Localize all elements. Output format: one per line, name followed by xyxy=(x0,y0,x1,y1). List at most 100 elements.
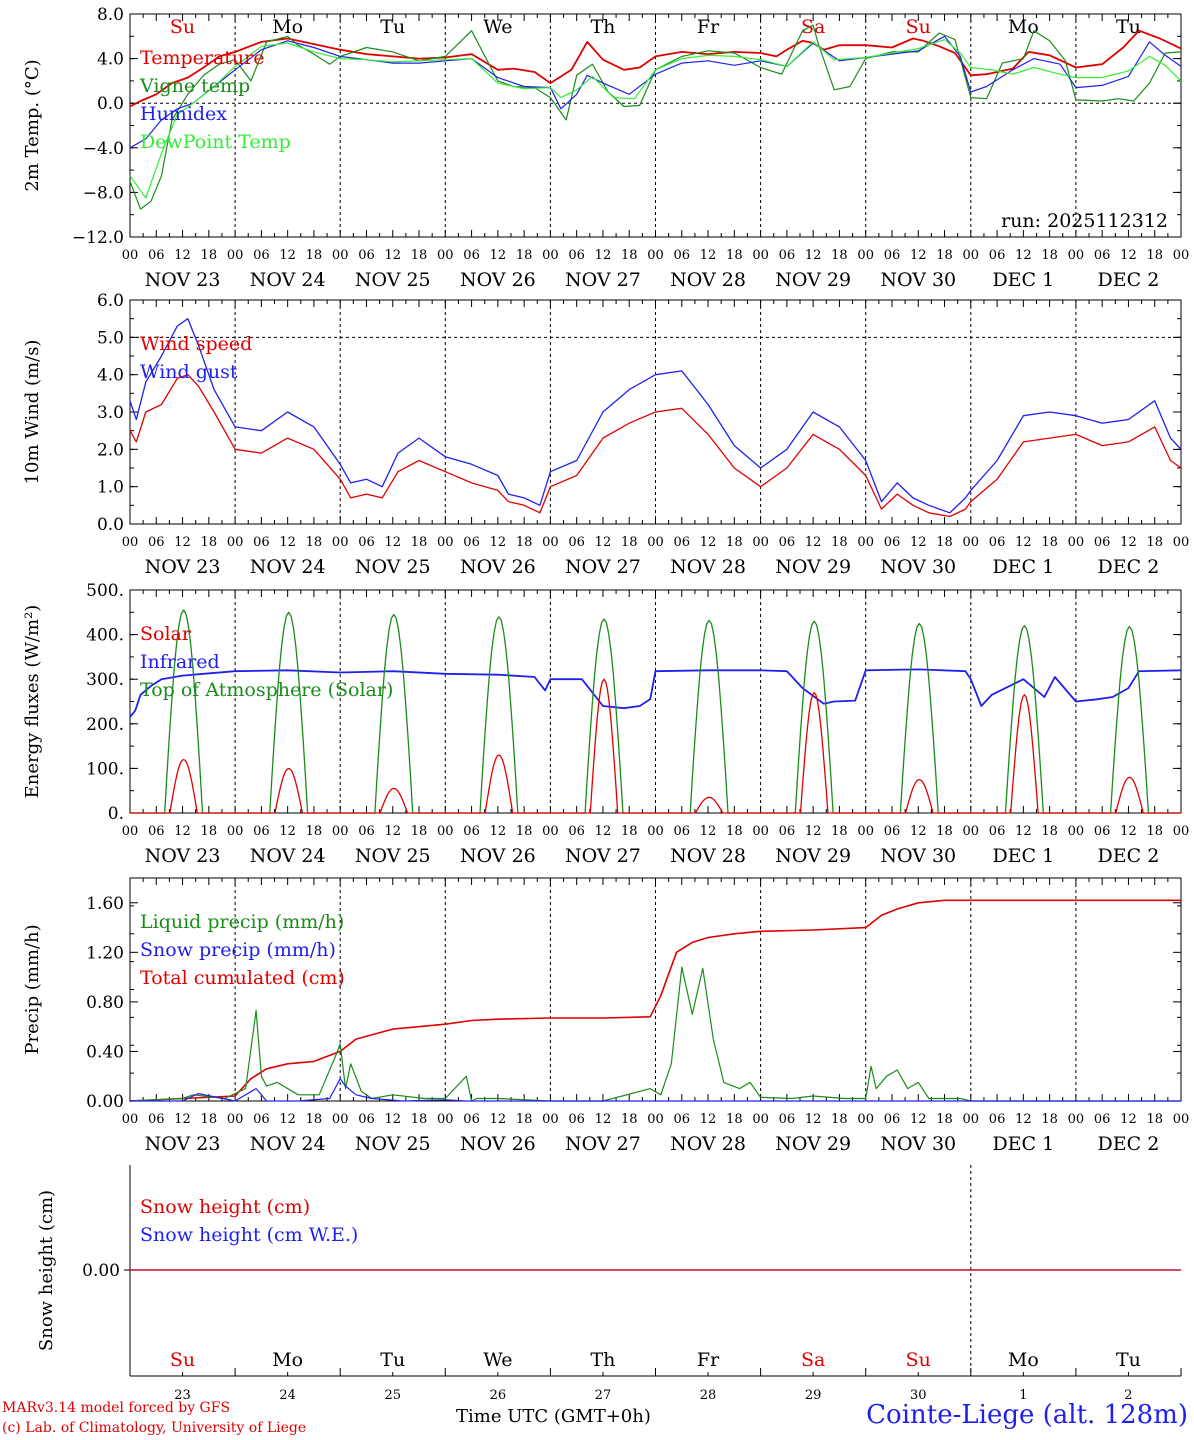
hour-tick-label: 12 xyxy=(490,824,507,839)
x-axis-labels: 00 06 12 18 NOV 23 00 06 12 18 NOV 24 00 06 12 18 NOV … xyxy=(122,535,1190,578)
bottom-tick-marks xyxy=(129,806,1182,813)
energy-panel: 500. 400. 300. 200. 100. 0. Energy fluxes (W/m… xyxy=(22,581,1189,867)
day-number-label: 28 xyxy=(700,1388,717,1403)
hour-tick-label: 12 xyxy=(1120,535,1137,550)
hour-tick-label: 12 xyxy=(384,1112,401,1127)
date-label: NOV 30 xyxy=(880,845,956,867)
hour-tick-label: 12 xyxy=(595,535,612,550)
hour-tick-label: 00 xyxy=(332,824,349,839)
weekday-label: Mo xyxy=(1008,16,1039,38)
y-tick-label: 0.00 xyxy=(82,1261,120,1281)
date-label: NOV 28 xyxy=(670,556,746,578)
legend-entry: Wind gust xyxy=(140,361,238,383)
hour-tick-label: 00 xyxy=(437,248,454,263)
day-number-label: 2 xyxy=(1124,1388,1132,1403)
date-label: NOV 28 xyxy=(670,1133,746,1155)
hour-tick-label: 18 xyxy=(1041,248,1058,263)
x-axis-labels: 00 06 12 18 NOV 23 00 06 12 18 NOV 24 00 06 12 18 NOV … xyxy=(122,824,1190,867)
hour-tick-label: 12 xyxy=(384,535,401,550)
hour-tick-label: 00 xyxy=(227,248,244,263)
bottom-tick-marks xyxy=(129,1094,1182,1101)
hour-tick-label: 18 xyxy=(516,1112,533,1127)
weekday-label: Tu xyxy=(1116,1349,1141,1371)
hour-tick-label: 18 xyxy=(726,824,743,839)
hour-tick-label: 00 xyxy=(437,535,454,550)
hour-tick-label: 18 xyxy=(726,535,743,550)
hour-tick-label: 06 xyxy=(568,535,585,550)
plot-frame xyxy=(129,589,1182,814)
hour-tick-label: 00 xyxy=(1173,1112,1190,1127)
hour-tick-label: 18 xyxy=(411,1112,428,1127)
hour-tick-label: 00 xyxy=(857,1112,874,1127)
hour-tick-label: 18 xyxy=(1146,1112,1163,1127)
hour-tick-label: 00 xyxy=(1068,824,1085,839)
hour-tick-label: 12 xyxy=(490,248,507,263)
hour-tick-label: 12 xyxy=(805,824,822,839)
legend-entry: Snow height (cm W.E.) xyxy=(140,1224,358,1246)
hour-tick-label: 06 xyxy=(148,248,165,263)
hour-tick-label: 18 xyxy=(831,535,848,550)
date-label: DEC 2 xyxy=(1098,1133,1160,1155)
series-liquid-precip-mm-h- xyxy=(129,966,1181,1102)
y-tick-label: 1.60 xyxy=(86,894,124,914)
y-tick-label: 0.00 xyxy=(86,1092,124,1112)
y-tick-label: 500. xyxy=(86,581,124,601)
hour-tick-label: 18 xyxy=(306,248,323,263)
series-wind-gust xyxy=(129,318,1182,514)
model-credit: MARv3.14 model forced by GFS xyxy=(2,1400,231,1416)
y-tick-label: 4.0 xyxy=(97,366,124,386)
weekday-label: We xyxy=(483,16,512,38)
day-number-label: 26 xyxy=(490,1388,507,1403)
hour-tick-label: 06 xyxy=(253,248,270,263)
hour-tick-label: 18 xyxy=(516,824,533,839)
hour-tick-label: 06 xyxy=(253,535,270,550)
date-label: NOV 25 xyxy=(355,1133,431,1155)
hour-tick-label: 06 xyxy=(1094,824,1111,839)
date-label: DEC 2 xyxy=(1098,556,1160,578)
hour-tick-label: 00 xyxy=(542,535,559,550)
hour-tick-label: 18 xyxy=(726,1112,743,1127)
hour-tick-label: 12 xyxy=(700,535,717,550)
hour-tick-label: 00 xyxy=(542,1112,559,1127)
date-label: NOV 30 xyxy=(880,269,956,291)
hour-tick-label: 12 xyxy=(595,248,612,263)
weekday-label: Fr xyxy=(697,1349,720,1371)
hour-tick-label: 00 xyxy=(752,535,769,550)
hour-tick-label: 06 xyxy=(1094,1112,1111,1127)
day-number-label: 23 xyxy=(174,1388,191,1403)
hour-tick-label: 12 xyxy=(595,1112,612,1127)
hour-tick-label: 00 xyxy=(963,1112,980,1127)
hour-tick-label: 06 xyxy=(989,248,1006,263)
hour-tick-label: 00 xyxy=(647,824,664,839)
series-total-cumulated-cm- xyxy=(129,899,1181,1102)
legend-entry: Liquid precip (mm/h) xyxy=(140,911,344,933)
hour-tick-label: 06 xyxy=(358,535,375,550)
hour-tick-label: 00 xyxy=(752,1112,769,1127)
y-axis-title: Precip (mm/h) xyxy=(22,924,43,1054)
legend-entry: Vigne temp xyxy=(139,75,250,97)
y-tick-label: −8.0 xyxy=(83,183,124,203)
date-label: NOV 25 xyxy=(355,845,431,867)
hour-tick-label: 18 xyxy=(1146,824,1163,839)
hour-tick-label: 12 xyxy=(279,535,296,550)
hour-tick-label: 12 xyxy=(700,1112,717,1127)
hour-tick-label: 12 xyxy=(805,1112,822,1127)
hour-tick-label: 06 xyxy=(148,1112,165,1127)
y-tick-label: 0.0 xyxy=(97,94,124,114)
day-number-label: 30 xyxy=(910,1388,927,1403)
hour-tick-label: 00 xyxy=(1173,248,1190,263)
weekday-label: Su xyxy=(170,1349,195,1371)
hour-tick-label: 18 xyxy=(411,535,428,550)
legend-entry: Snow height (cm) xyxy=(140,1196,310,1218)
hour-tick-label: 18 xyxy=(411,248,428,263)
hour-tick-label: 12 xyxy=(595,824,612,839)
hour-tick-label: 12 xyxy=(174,1112,191,1127)
y-tick-label: 3.0 xyxy=(97,403,124,423)
date-label: NOV 24 xyxy=(250,556,326,578)
hour-tick-label: 18 xyxy=(516,535,533,550)
weekday-label: Su xyxy=(906,1349,931,1371)
hour-tick-label: 12 xyxy=(1015,824,1032,839)
hour-tick-label: 12 xyxy=(805,535,822,550)
hour-tick-label: 06 xyxy=(253,1112,270,1127)
hour-tick-label: 12 xyxy=(384,248,401,263)
